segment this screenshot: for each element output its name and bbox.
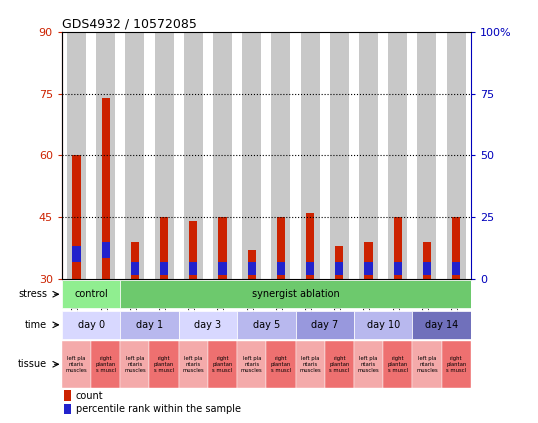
Text: left pla
ntaris
muscles: left pla ntaris muscles bbox=[241, 356, 263, 373]
Bar bbox=[364, 242, 373, 279]
Text: day 0: day 0 bbox=[77, 320, 104, 330]
Text: day 5: day 5 bbox=[253, 320, 280, 330]
Bar bbox=[73, 246, 81, 262]
Bar bbox=[452, 262, 460, 275]
Bar bbox=[121, 311, 179, 339]
Bar bbox=[242, 32, 261, 279]
Bar bbox=[266, 341, 295, 388]
Bar bbox=[412, 341, 442, 388]
Bar bbox=[447, 32, 465, 279]
Bar bbox=[423, 242, 431, 279]
Text: left pla
ntaris
muscles: left pla ntaris muscles bbox=[358, 356, 379, 373]
Text: right
plantan
s muscl: right plantan s muscl bbox=[387, 356, 408, 373]
Text: tissue: tissue bbox=[18, 359, 47, 369]
Bar bbox=[388, 32, 407, 279]
Bar bbox=[160, 262, 168, 275]
Text: day 10: day 10 bbox=[366, 320, 400, 330]
Bar bbox=[364, 262, 373, 275]
Bar bbox=[295, 341, 325, 388]
Bar bbox=[247, 250, 256, 279]
Bar bbox=[423, 262, 431, 275]
Bar bbox=[102, 242, 110, 258]
Text: control: control bbox=[74, 289, 108, 299]
Bar bbox=[125, 32, 144, 279]
Bar bbox=[354, 341, 383, 388]
Bar bbox=[179, 311, 237, 339]
Text: day 14: day 14 bbox=[425, 320, 458, 330]
Bar bbox=[306, 262, 314, 275]
Text: right
plantan
s muscl: right plantan s muscl bbox=[446, 356, 466, 373]
Bar bbox=[277, 217, 285, 279]
Bar bbox=[213, 32, 232, 279]
Text: left pla
ntaris
muscles: left pla ntaris muscles bbox=[124, 356, 146, 373]
Bar bbox=[442, 341, 471, 388]
Bar bbox=[62, 280, 121, 308]
Bar bbox=[189, 262, 197, 275]
Text: percentile rank within the sample: percentile rank within the sample bbox=[76, 404, 241, 414]
Bar bbox=[131, 262, 139, 275]
Text: right
plantan
s muscl: right plantan s muscl bbox=[96, 356, 116, 373]
Bar bbox=[102, 98, 110, 279]
Text: day 7: day 7 bbox=[311, 320, 338, 330]
Text: left pla
ntaris
muscles: left pla ntaris muscles bbox=[299, 356, 321, 373]
Bar bbox=[237, 311, 295, 339]
Bar bbox=[154, 32, 174, 279]
Bar bbox=[330, 32, 349, 279]
Bar bbox=[73, 155, 81, 279]
Text: count: count bbox=[76, 391, 103, 401]
Bar bbox=[179, 341, 208, 388]
Text: left pla
ntaris
muscles: left pla ntaris muscles bbox=[416, 356, 438, 373]
Text: left pla
ntaris
muscles: left pla ntaris muscles bbox=[182, 356, 204, 373]
Bar bbox=[96, 32, 115, 279]
Bar bbox=[247, 262, 256, 275]
Text: day 1: day 1 bbox=[136, 320, 163, 330]
Bar bbox=[412, 311, 471, 339]
Bar bbox=[271, 32, 291, 279]
Bar bbox=[64, 404, 71, 415]
Text: left pla
ntaris
muscles: left pla ntaris muscles bbox=[66, 356, 87, 373]
Text: stress: stress bbox=[18, 289, 47, 299]
Text: right
plantan
s muscl: right plantan s muscl bbox=[329, 356, 350, 373]
Bar bbox=[394, 217, 402, 279]
Bar bbox=[91, 341, 121, 388]
Bar bbox=[131, 242, 139, 279]
Bar bbox=[306, 213, 314, 279]
Bar bbox=[301, 32, 320, 279]
Bar bbox=[359, 32, 378, 279]
Bar bbox=[354, 311, 412, 339]
Bar bbox=[189, 221, 197, 279]
Bar bbox=[417, 32, 436, 279]
Bar bbox=[121, 280, 471, 308]
Text: right
plantan
s muscl: right plantan s muscl bbox=[213, 356, 232, 373]
Text: right
plantan
s muscl: right plantan s muscl bbox=[154, 356, 174, 373]
Bar bbox=[218, 217, 226, 279]
Bar bbox=[62, 311, 121, 339]
Bar bbox=[394, 262, 402, 275]
Bar bbox=[64, 390, 71, 401]
Bar bbox=[335, 246, 343, 279]
Bar bbox=[218, 262, 226, 275]
Text: GDS4932 / 10572085: GDS4932 / 10572085 bbox=[62, 18, 197, 30]
Text: synergist ablation: synergist ablation bbox=[252, 289, 339, 299]
Bar bbox=[67, 32, 86, 279]
Bar bbox=[295, 311, 354, 339]
Bar bbox=[237, 341, 266, 388]
Text: right
plantan
s muscl: right plantan s muscl bbox=[271, 356, 291, 373]
Text: time: time bbox=[25, 320, 47, 330]
Bar bbox=[208, 341, 237, 388]
Bar bbox=[62, 341, 91, 388]
Bar bbox=[121, 341, 150, 388]
Bar bbox=[160, 217, 168, 279]
Bar bbox=[184, 32, 203, 279]
Bar bbox=[325, 341, 354, 388]
Bar bbox=[452, 217, 460, 279]
Bar bbox=[383, 341, 412, 388]
Bar bbox=[150, 341, 179, 388]
Bar bbox=[277, 262, 285, 275]
Text: day 3: day 3 bbox=[194, 320, 222, 330]
Bar bbox=[335, 262, 343, 275]
